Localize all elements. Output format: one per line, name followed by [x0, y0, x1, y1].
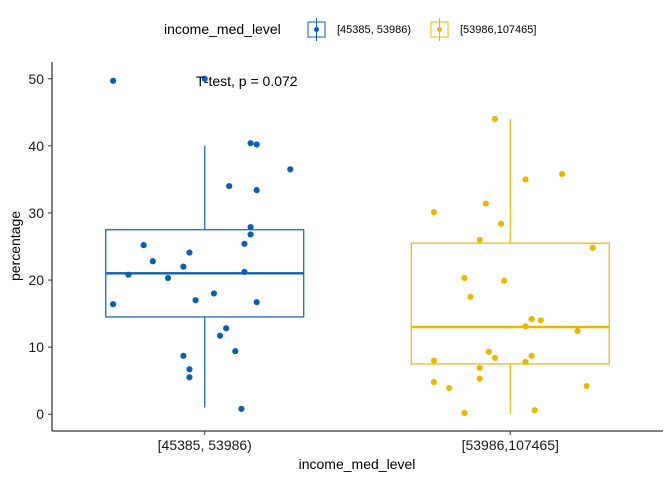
data-point	[522, 358, 529, 365]
x-ticks: [45385, 53986) [53986,107465]	[158, 431, 559, 453]
data-point	[531, 407, 538, 414]
data-point	[125, 271, 132, 278]
data-point	[583, 382, 590, 390]
data-point	[485, 348, 492, 355]
data-point	[223, 325, 230, 332]
data-point	[226, 183, 233, 190]
iqr-box	[410, 242, 610, 365]
data-point	[476, 375, 483, 382]
data-point	[180, 263, 187, 270]
data-point	[559, 170, 566, 178]
data-point	[491, 354, 499, 361]
data-point	[247, 231, 254, 238]
y-axis: 0 10 20 30 40 50 percentage	[7, 62, 53, 431]
data-point	[253, 141, 260, 148]
data-point	[247, 140, 254, 147]
data-point	[467, 293, 474, 300]
legend-label: [45385, 53986)	[337, 24, 411, 36]
data-point	[528, 315, 535, 323]
data-point	[192, 297, 199, 304]
data-point	[140, 242, 147, 249]
data-point	[522, 323, 529, 330]
y-axis-title: percentage	[7, 211, 23, 281]
data-point	[253, 299, 260, 306]
data-point	[232, 348, 239, 355]
data-point	[241, 240, 248, 247]
y-tick-label: 10	[28, 339, 44, 355]
data-point	[430, 357, 437, 364]
data-point	[110, 301, 117, 308]
y-tick-label: 0	[36, 406, 44, 422]
y-tick-label: 50	[28, 71, 44, 87]
data-point	[287, 166, 294, 173]
data-point	[186, 374, 193, 381]
data-point	[238, 405, 245, 412]
data-point	[186, 249, 193, 256]
data-point	[186, 366, 193, 373]
legend: income_med_level [45385, 53986) [53986,1…	[164, 18, 536, 41]
data-point	[430, 378, 437, 386]
legend-label: [53986,107465]	[460, 24, 536, 36]
data-point	[528, 352, 535, 359]
data-point	[210, 290, 218, 297]
legend-item: [45385, 53986)	[307, 18, 411, 41]
x-axis: [45385, 53986) [53986,107465] income_med_…	[52, 430, 663, 472]
data-point	[247, 223, 254, 231]
data-point	[149, 258, 156, 265]
legend-title: income_med_level	[164, 21, 281, 37]
data-point	[461, 409, 468, 416]
y-tick-label: 30	[28, 205, 44, 221]
legend-key-point	[314, 27, 319, 32]
data-point	[537, 317, 544, 324]
data-point	[491, 115, 499, 123]
plot-area	[105, 75, 610, 416]
x-tick-label: [53986,107465]	[462, 437, 559, 453]
data-point	[476, 236, 483, 243]
data-point	[501, 277, 508, 284]
data-point	[497, 220, 505, 227]
data-point	[164, 274, 172, 282]
data-point	[461, 274, 468, 282]
data-point	[241, 268, 248, 276]
data-point	[574, 327, 581, 335]
data-point	[110, 77, 117, 84]
x-axis-title: income_med_level	[299, 456, 416, 472]
data-point	[216, 332, 224, 339]
data-point	[476, 364, 483, 372]
data-point	[446, 384, 453, 392]
legend-item: [53986,107465]	[430, 18, 536, 41]
box-group	[105, 145, 305, 408]
data-point	[430, 209, 437, 216]
y-tick-label: 40	[28, 138, 44, 154]
legend-key-point	[437, 27, 442, 32]
x-tick-label: [45385, 53986)	[158, 437, 252, 453]
box-group	[410, 119, 610, 415]
data-point	[201, 75, 208, 82]
y-tick-label: 20	[28, 272, 44, 288]
y-ticks: 0 10 20 30 40 50	[28, 71, 52, 422]
ttest-annotation: T-test, p = 0.072	[196, 73, 298, 89]
data-point	[589, 244, 596, 251]
data-point	[522, 176, 529, 183]
data-point	[482, 200, 489, 207]
data-point	[253, 187, 260, 194]
data-point	[180, 352, 187, 359]
